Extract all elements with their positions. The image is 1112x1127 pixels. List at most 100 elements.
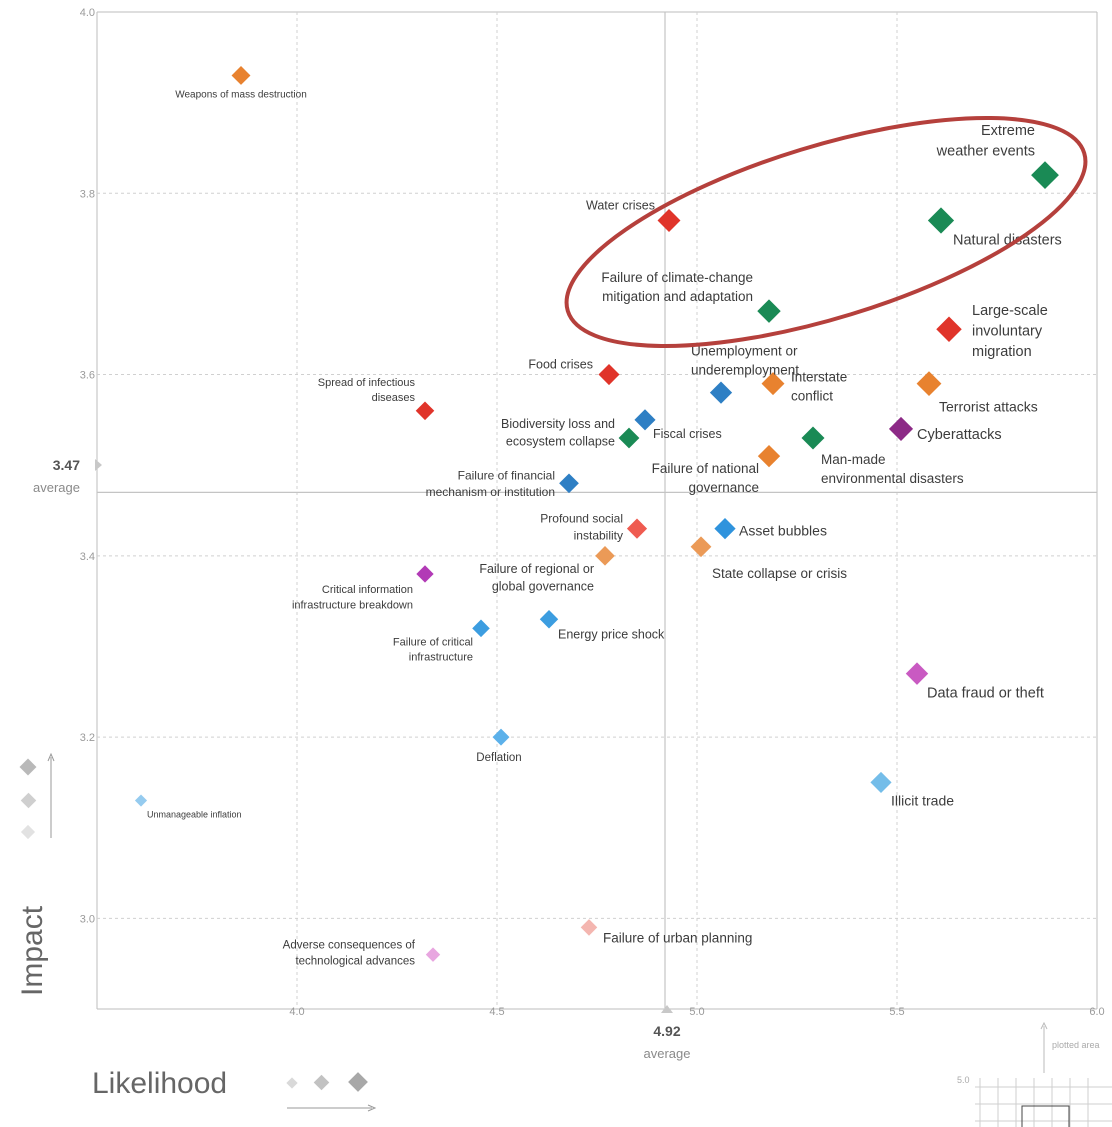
data-point [888,416,914,441]
data-point [472,619,490,638]
inset-arrow-head [1040,1021,1048,1030]
data-point [870,771,892,793]
data-point [757,444,781,468]
data-label: Failure of national governance [652,461,759,495]
data-label: Illicit trade [891,792,954,808]
data-label: Man-made environmental disasters [821,452,964,486]
x-arrow-head [367,1104,377,1112]
y-average-value: 3.47 [53,457,80,473]
y-tick-label: 4.0 [80,7,95,19]
data-labels: Weapons of mass destruction Extreme weathe… [147,89,1062,967]
x-average-label: average [644,1046,691,1061]
x-tick-label: 5.5 [889,1006,904,1018]
data-label: Energy price shock [558,627,665,641]
data-point [492,728,510,746]
y-tick-label: 3.2 [80,732,95,744]
data-label: Adverse consequences of technological adv… [283,940,416,968]
data-point [134,794,148,807]
data-point [709,381,733,404]
diamond-small-icon [286,1077,298,1089]
data-point [757,299,781,323]
y-axis-legend-icons [19,752,55,840]
diamond-medium-icon [20,792,37,809]
x-tick-label: 6.0 [1089,1006,1104,1018]
data-point [415,401,435,421]
data-label: Biodiversity loss and ecosystem collapse [501,417,615,449]
diamond-large-icon [348,1072,368,1092]
data-point [595,546,615,566]
data-point [618,427,640,449]
data-label: Terrorist attacks [939,399,1038,415]
data-label: Profound social instability [540,512,623,543]
plotted-area-inset: plotted area 5.0 [957,1021,1112,1127]
data-point [936,316,962,342]
data-label: Failure of critical infrastructure [393,636,473,663]
y-average-marker: 3.47 average [33,457,102,495]
y-tick-label: 3.8 [80,188,95,200]
data-label: Interstate conflict [791,370,847,404]
data-point [231,65,251,85]
y-average-label: average [33,480,80,495]
data-point [626,518,648,539]
y-arrow-head [47,752,55,762]
data-label: Unmanageable inflation [147,810,242,820]
data-point [425,947,441,962]
x-average-value: 4.92 [653,1023,680,1039]
data-point [1031,161,1059,190]
data-point [539,610,559,629]
x-tick-label: 4.5 [489,1006,504,1018]
y-tick-label: 3.4 [80,551,95,563]
y-average-arrow [95,459,102,471]
data-points [134,65,1059,962]
data-label: Unemployment or underemployment [691,344,799,378]
diamond-medium-icon [313,1074,330,1091]
inset-plotted-box [1021,1105,1070,1127]
diamond-small-icon [20,824,36,840]
y-tick-label: 3.6 [80,370,95,382]
x-tick-label: 4.0 [289,1006,304,1018]
data-point [416,565,434,583]
data-label: Data fraud or theft [927,686,1044,702]
data-label: Large-scale involuntary migration [972,303,1048,360]
data-label: Fiscal crises [653,427,722,441]
data-point [690,536,712,558]
x-axis-legend-icons [286,1072,377,1112]
data-point [916,371,942,397]
data-point [905,662,929,685]
data-point [801,426,825,450]
data-point [714,518,736,540]
data-label: Spread of infectious diseases [318,377,416,404]
x-average-marker: 4.92 average [644,1005,691,1061]
data-label: Critical information infrastructure break… [292,584,413,611]
diamond-large-icon [19,758,37,776]
data-label: Deflation [476,752,521,764]
y-axis-title: Impact [16,905,49,996]
data-label: Natural disasters [953,232,1062,248]
data-point [657,208,681,232]
x-axis-title: Likelihood [92,1067,227,1100]
y-tick-label: 3.0 [80,913,95,925]
data-label: Failure of regional or global governance [479,562,594,594]
data-point [598,364,620,386]
data-point [927,207,955,234]
x-tick-label: 5.0 [689,1006,704,1018]
inset-tick-label: 5.0 [957,1075,970,1085]
average-lines [97,12,1097,1009]
inset-grid [975,1078,1112,1127]
data-label: Asset bubbles [739,523,827,539]
data-label: Extreme weather events [936,123,1035,159]
data-label: Failure of climate-change mitigation and … [601,270,753,304]
data-point [580,919,598,936]
data-label: Failure of financial mechanism or institu… [426,468,555,499]
data-point [761,372,785,396]
data-label: Cyberattacks [917,427,1002,443]
data-label: Weapons of mass destruction [175,89,307,100]
grid [96,11,1098,1010]
inset-top-label: plotted area [1052,1040,1100,1050]
axis-ticks: 4.0 4.5 5.0 5.5 6.0 4.0 3.8 3.6 3.4 3.2 3.0 [80,7,1105,1018]
data-point [559,473,579,494]
data-label: Water crises [586,198,655,212]
data-point [634,409,656,431]
data-label: Failure of urban planning [603,930,752,945]
